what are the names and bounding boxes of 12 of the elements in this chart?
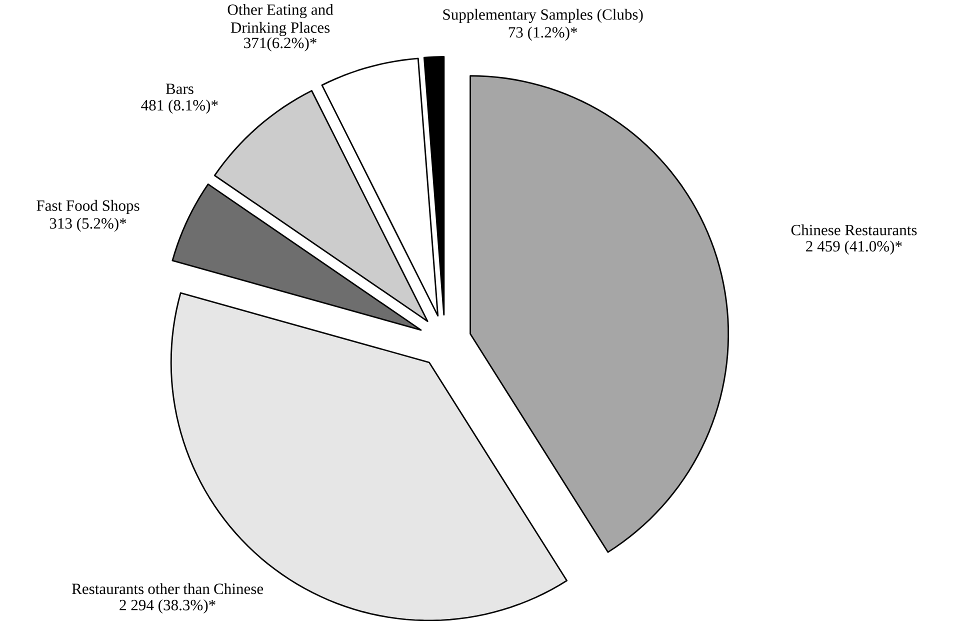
data-label: 2 294 (38.3%)* [120, 599, 216, 614]
slice-label: Other Eating and Drinking Places [228, 4, 334, 36]
data-label: 481 (8.1%)* [141, 100, 218, 114]
slice-label: Chinese Restaurants [791, 224, 917, 236]
data-label: 73 (1.2%)* [508, 26, 578, 41]
slice-label: Supplementary Samples (Clubs) [443, 8, 643, 23]
slice-label: Bars [166, 84, 194, 94]
slice-label: Fast Food Shops [36, 200, 140, 214]
data-label: 2 459 (41.0%)* [806, 240, 902, 255]
data-label: 313 (5.2%)* [50, 218, 126, 232]
slice-label: Restaurants other than Chinese [72, 583, 264, 594]
data-label: 371(6.2%)* [244, 37, 316, 52]
